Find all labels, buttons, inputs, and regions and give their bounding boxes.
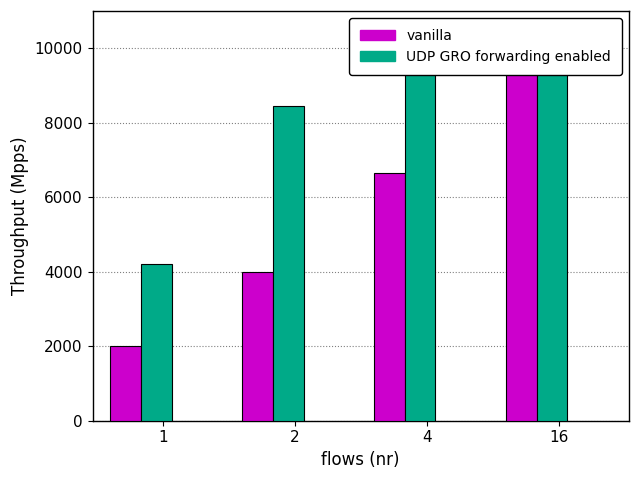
Bar <box>273 106 303 420</box>
Bar <box>110 346 141 420</box>
Bar <box>536 65 567 420</box>
X-axis label: flows (nr): flows (nr) <box>321 451 400 469</box>
Legend: vanilla, UDP GRO forwarding enabled: vanilla, UDP GRO forwarding enabled <box>349 18 622 75</box>
Bar <box>404 65 435 420</box>
Bar <box>506 65 536 420</box>
Bar <box>374 173 404 420</box>
Bar <box>242 272 273 420</box>
Bar <box>141 264 172 420</box>
Y-axis label: Throughput (Mpps): Throughput (Mpps) <box>11 136 29 295</box>
